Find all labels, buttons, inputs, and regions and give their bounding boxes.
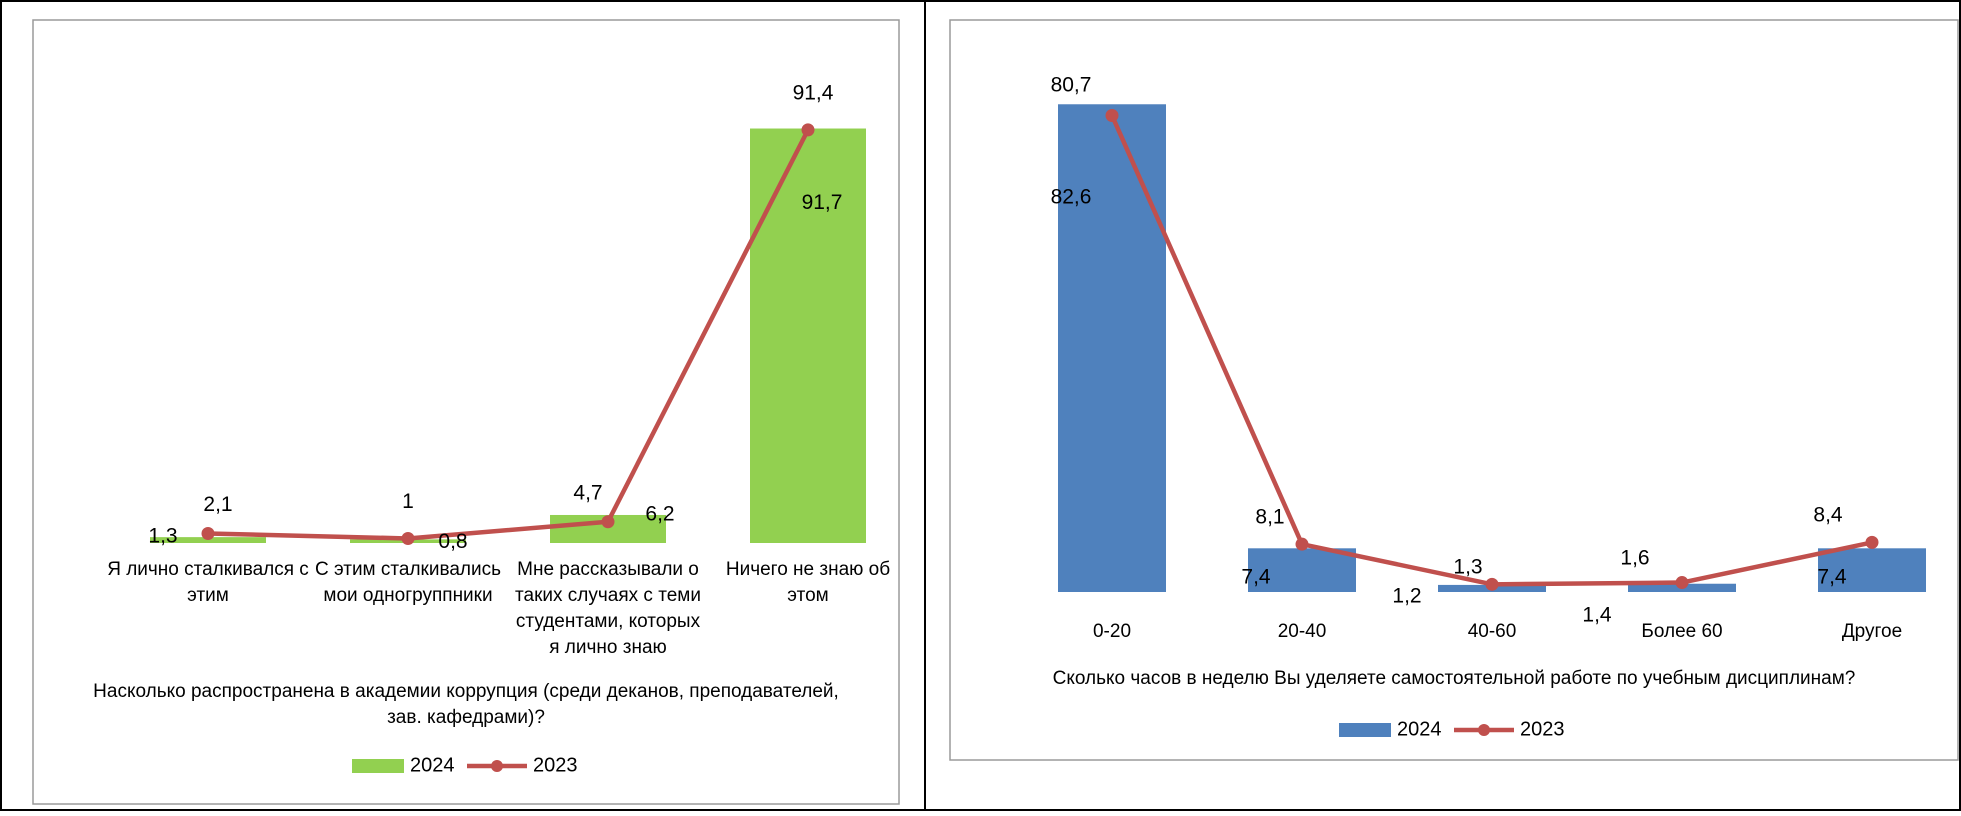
chart-title-line-2: зав. кафедрами)? (387, 707, 545, 728)
point-2023-2 (401, 531, 415, 545)
data-label-2024-4: 1,4 (1582, 604, 1612, 627)
point-2023-4 (1675, 576, 1689, 590)
data-label-2024-1: 1,3 (148, 525, 177, 548)
legend-label-2024: 2024 (1397, 718, 1442, 740)
legend-swatch-2024 (1339, 723, 1391, 737)
legend-marker-2023 (491, 760, 503, 772)
chart-title-line-1: Насколько распространена в академии корр… (93, 681, 839, 702)
chart2: 82,6 7,4 1,2 1,4 7,4 80,7 8,1 1,3 1,6 8,4 0-20 20-4… (1051, 74, 1926, 740)
legend-label-2023: 2023 (533, 754, 578, 776)
point-2023-5 (1865, 535, 1879, 549)
data-label-2024-3: 6,2 (645, 503, 674, 526)
data-label-2023-2: 8,1 (1255, 506, 1284, 529)
data-label-2023-3: 1,3 (1453, 556, 1482, 579)
bar-2024-2 (1248, 548, 1356, 592)
legend-label-2023: 2023 (1520, 718, 1565, 740)
point-2023-4 (801, 123, 815, 137)
data-label-2024-5: 7,4 (1817, 566, 1847, 589)
category-label-4-line-1: Более 60 (1641, 621, 1722, 642)
category-label-2-line-1: 20-40 (1278, 621, 1327, 642)
category-label-1-line-1: 0-20 (1093, 621, 1131, 642)
data-label-2023-4: 1,6 (1620, 547, 1649, 570)
category-label-4-line-1: Ничего не знаю об (726, 559, 890, 580)
legend-marker-2023 (1478, 724, 1490, 736)
data-label-2023-5: 8,4 (1813, 504, 1843, 527)
data-label-2023-1: 80,7 (1051, 74, 1092, 97)
data-label-2023-1: 2,1 (203, 493, 232, 516)
data-label-2024-3: 1,2 (1392, 585, 1421, 608)
bar-2024-5 (1818, 548, 1926, 592)
point-2023-1 (201, 527, 215, 541)
point-2023-2 (1295, 537, 1309, 551)
category-label-2-line-2: мои одногруппники (323, 585, 492, 606)
point-2023-3 (1485, 577, 1499, 591)
category-label-5-line-1: Другое (1842, 621, 1902, 642)
line-series-2023 (1109, 113, 1875, 587)
chart1-area-border (32, 19, 900, 805)
chart1: 1,3 0,8 6,2 91,7 2,1 1 4,7 91,4 Я лично сталкива… (93, 81, 890, 776)
category-label-1-line-2: этим (187, 585, 229, 606)
category-label-4-line-2: этом (787, 585, 828, 606)
right-panel-border (924, 0, 1961, 811)
data-label-2023-4: 91,4 (793, 81, 834, 104)
legend-swatch-2024 (352, 759, 404, 773)
chart-title-line-1: Сколько часов в неделю Вы уделяете самос… (1053, 668, 1856, 689)
chart2-area-border (949, 19, 1959, 761)
category-label-3-line-1: Мне рассказывали о (517, 559, 699, 580)
data-label-2024-1: 82,6 (1051, 186, 1092, 209)
bar-2024-4 (750, 128, 866, 544)
point-2023-3 (601, 515, 615, 529)
category-label-3-line-4: я лично знаю (549, 637, 667, 658)
bar-2024-1 (150, 537, 266, 543)
data-label-2023-2: 1 (402, 490, 414, 513)
data-label-2024-4: 91,7 (802, 191, 843, 214)
line-series-2023 (205, 127, 811, 541)
legend-label-2024: 2024 (410, 754, 455, 776)
point-2023-1 (1105, 108, 1119, 122)
category-label-3-line-2: таких случаях с теми (515, 585, 701, 606)
category-label-2-line-1: С этим сталкивались (315, 559, 501, 580)
category-label-3-line-3: студентами, которых (516, 611, 701, 632)
bar-2024-1 (1058, 104, 1166, 593)
data-label-2023-3: 4,7 (573, 481, 602, 504)
category-label-1-line-1: Я лично сталкивался с (107, 559, 309, 580)
data-label-2024-2: 0,8 (438, 530, 467, 553)
data-label-2024-2: 7,4 (1241, 566, 1271, 589)
category-label-3-line-1: 40-60 (1468, 621, 1517, 642)
